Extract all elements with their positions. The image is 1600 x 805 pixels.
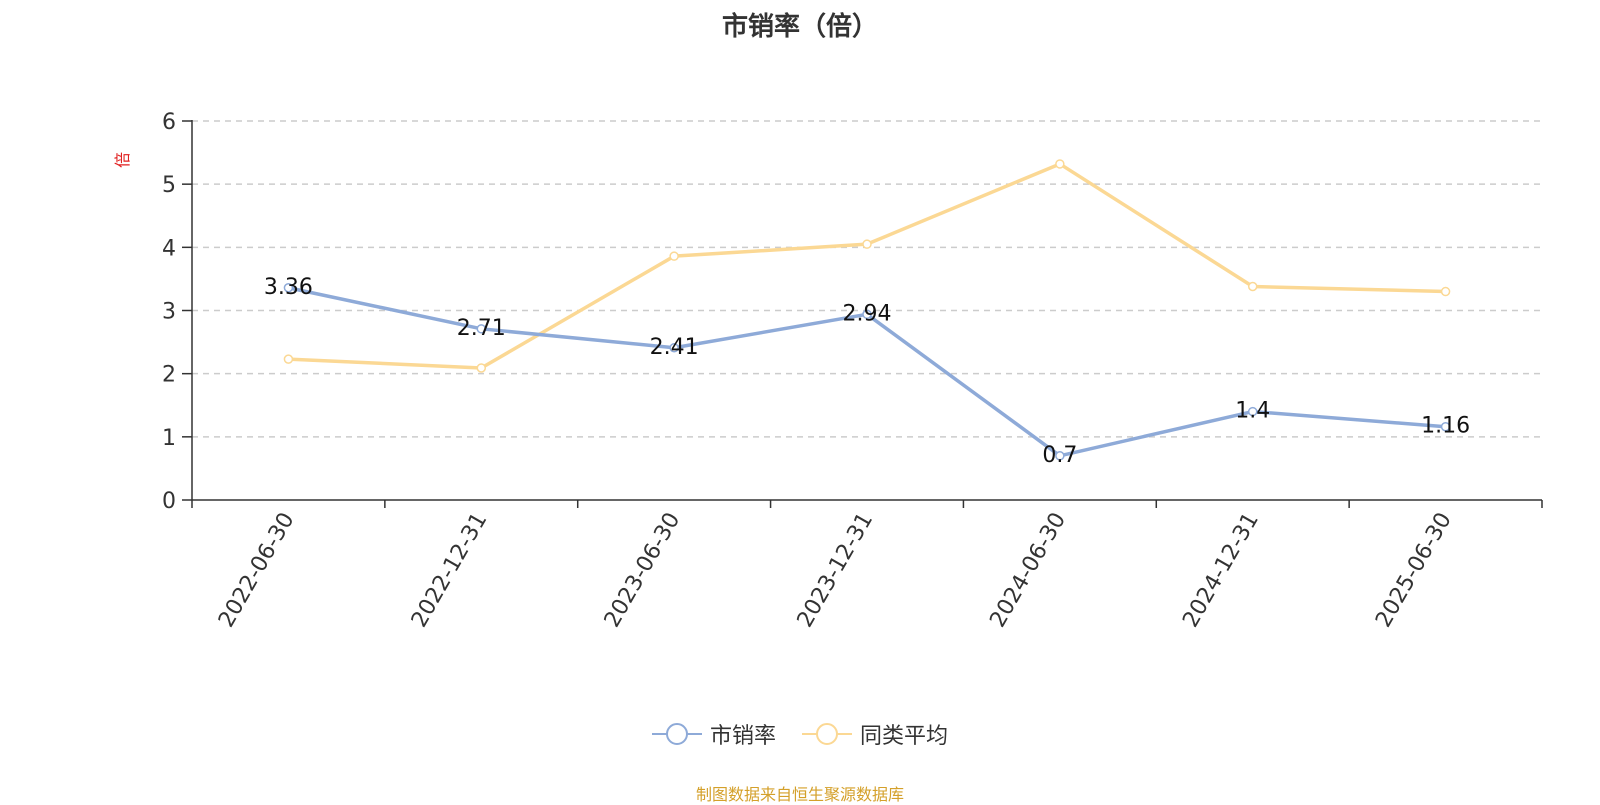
x-tick-label: 2024-06-30 (985, 509, 1071, 632)
data-label: 1.4 (1235, 399, 1270, 424)
legend-item-series-0[interactable]: 市销率 (651, 718, 776, 750)
legend-line-circle-icon (651, 723, 702, 745)
axes: 0 1 2 3 4 5 6 2022-06-30 2022-12-31 2023-06-30 202… (162, 110, 1543, 632)
data-point (1055, 159, 1065, 169)
legend: 市销率 同类平均 (0, 718, 1600, 750)
data-point (1055, 451, 1065, 461)
y-axis-unit-label: 倍 (113, 152, 132, 168)
data-point (669, 343, 679, 353)
data-point (862, 309, 872, 320)
y-tick-label: 6 (162, 110, 176, 135)
x-tick-label: 2022-12-31 (407, 509, 493, 632)
data-point (1440, 421, 1451, 432)
chart-title: 市销率（倍） (721, 12, 878, 42)
x-tick-label: 2022-06-30 (214, 509, 300, 632)
data-label: 2.71 (457, 316, 506, 341)
data-point (669, 251, 679, 261)
data-label: 3.36 (264, 275, 313, 300)
data-labels: 3.36 2.71 2.41 2.94 0.7 1.4 1.16 (264, 275, 1470, 468)
x-tick-label: 2024-12-31 (1178, 509, 1264, 632)
series (283, 159, 1451, 461)
y-tick-label: 0 (162, 489, 176, 514)
x-tick-label: 2023-06-30 (600, 509, 686, 632)
data-point (283, 283, 294, 293)
data-point (476, 324, 487, 334)
legend-label: 同类平均 (860, 724, 949, 749)
data-point (1247, 406, 1258, 417)
data-label: 2.41 (650, 335, 699, 360)
legend-label: 市销率 (709, 724, 776, 749)
y-tick-label: 1 (162, 426, 176, 451)
data-point (862, 239, 872, 249)
data-point (1247, 281, 1258, 292)
data-point (1440, 286, 1451, 297)
y-tick-label: 3 (162, 300, 176, 325)
y-tick-label: 4 (162, 236, 176, 261)
data-label: 2.94 (843, 301, 892, 326)
x-tick-label: 2025-06-30 (1371, 509, 1457, 632)
legend-item-series-1[interactable]: 同类平均 (802, 718, 948, 750)
data-label: 1.16 (1421, 414, 1470, 439)
y-tick-label: 5 (162, 173, 176, 198)
source-note: 制图数据来自恒生聚源数据库 (695, 785, 904, 804)
x-tick-label: 2023-12-31 (793, 509, 879, 632)
legend-line-circle-icon (802, 723, 852, 745)
data-label: 0.7 (1042, 443, 1077, 468)
data-point (283, 354, 294, 364)
grid-lines (192, 120, 1542, 438)
data-point (476, 363, 487, 373)
y-tick-label: 2 (162, 363, 176, 388)
